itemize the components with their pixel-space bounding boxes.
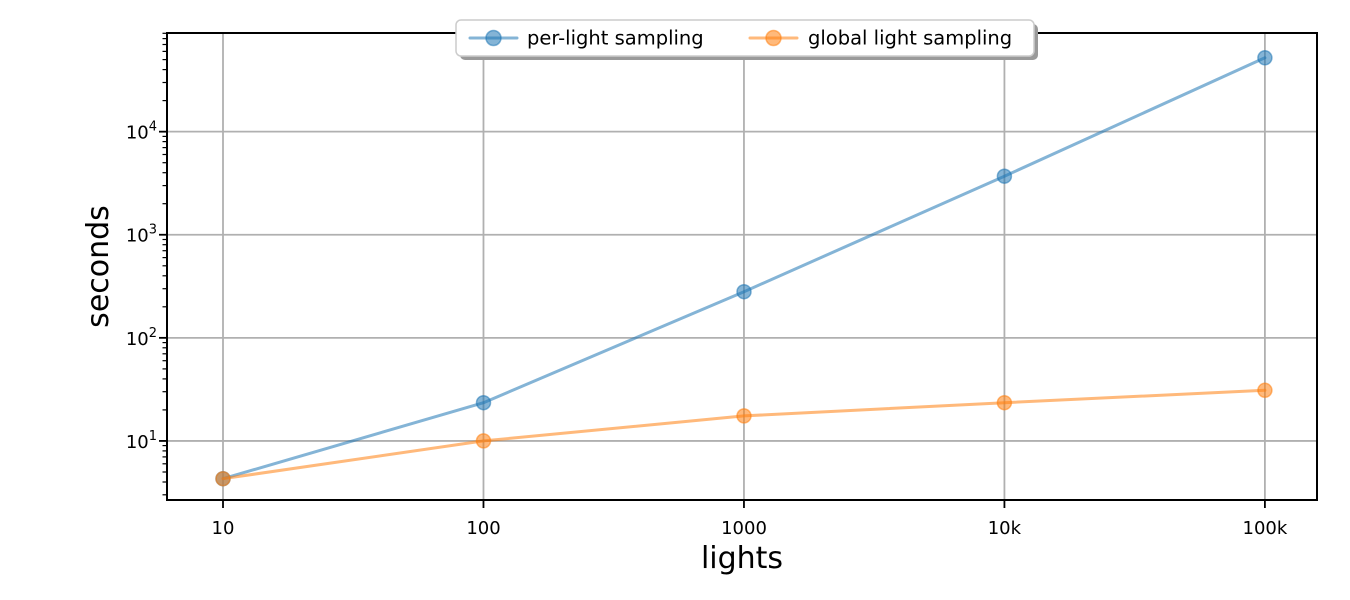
series-marker-1: [996, 394, 1013, 411]
y-axis-label: seconds: [81, 205, 116, 328]
x-tick-label: 100: [466, 518, 500, 539]
series-marker-0: [736, 283, 752, 300]
series-marker-1: [1257, 382, 1273, 399]
series-marker-0: [996, 168, 1013, 184]
y-tick-label: 101: [126, 429, 157, 453]
x-tick-label: 100k: [1243, 518, 1288, 539]
y-tick-label: 104: [126, 120, 157, 144]
legend-label-1: global light sampling: [808, 27, 1012, 50]
x-tick-label: 1000: [721, 518, 767, 539]
series-marker-1: [215, 470, 231, 487]
x-tick-label: 10k: [988, 518, 1022, 539]
legend-label-0: per-light sampling: [527, 27, 704, 50]
series-marker-0: [475, 394, 492, 411]
legend-handle-marker-1: [765, 29, 782, 47]
x-axis-label: lights: [701, 541, 783, 576]
plot-area: [167, 33, 1317, 500]
series-marker-0: [1257, 50, 1273, 66]
series-marker-1: [475, 433, 492, 449]
x-tick-label: 10: [212, 518, 235, 539]
legend-handle-marker-0: [485, 29, 502, 47]
y-tick-label: 103: [126, 223, 157, 247]
series-marker-1: [736, 408, 752, 424]
legend-box: [455, 19, 1035, 57]
y-tick-label: 102: [126, 326, 157, 350]
